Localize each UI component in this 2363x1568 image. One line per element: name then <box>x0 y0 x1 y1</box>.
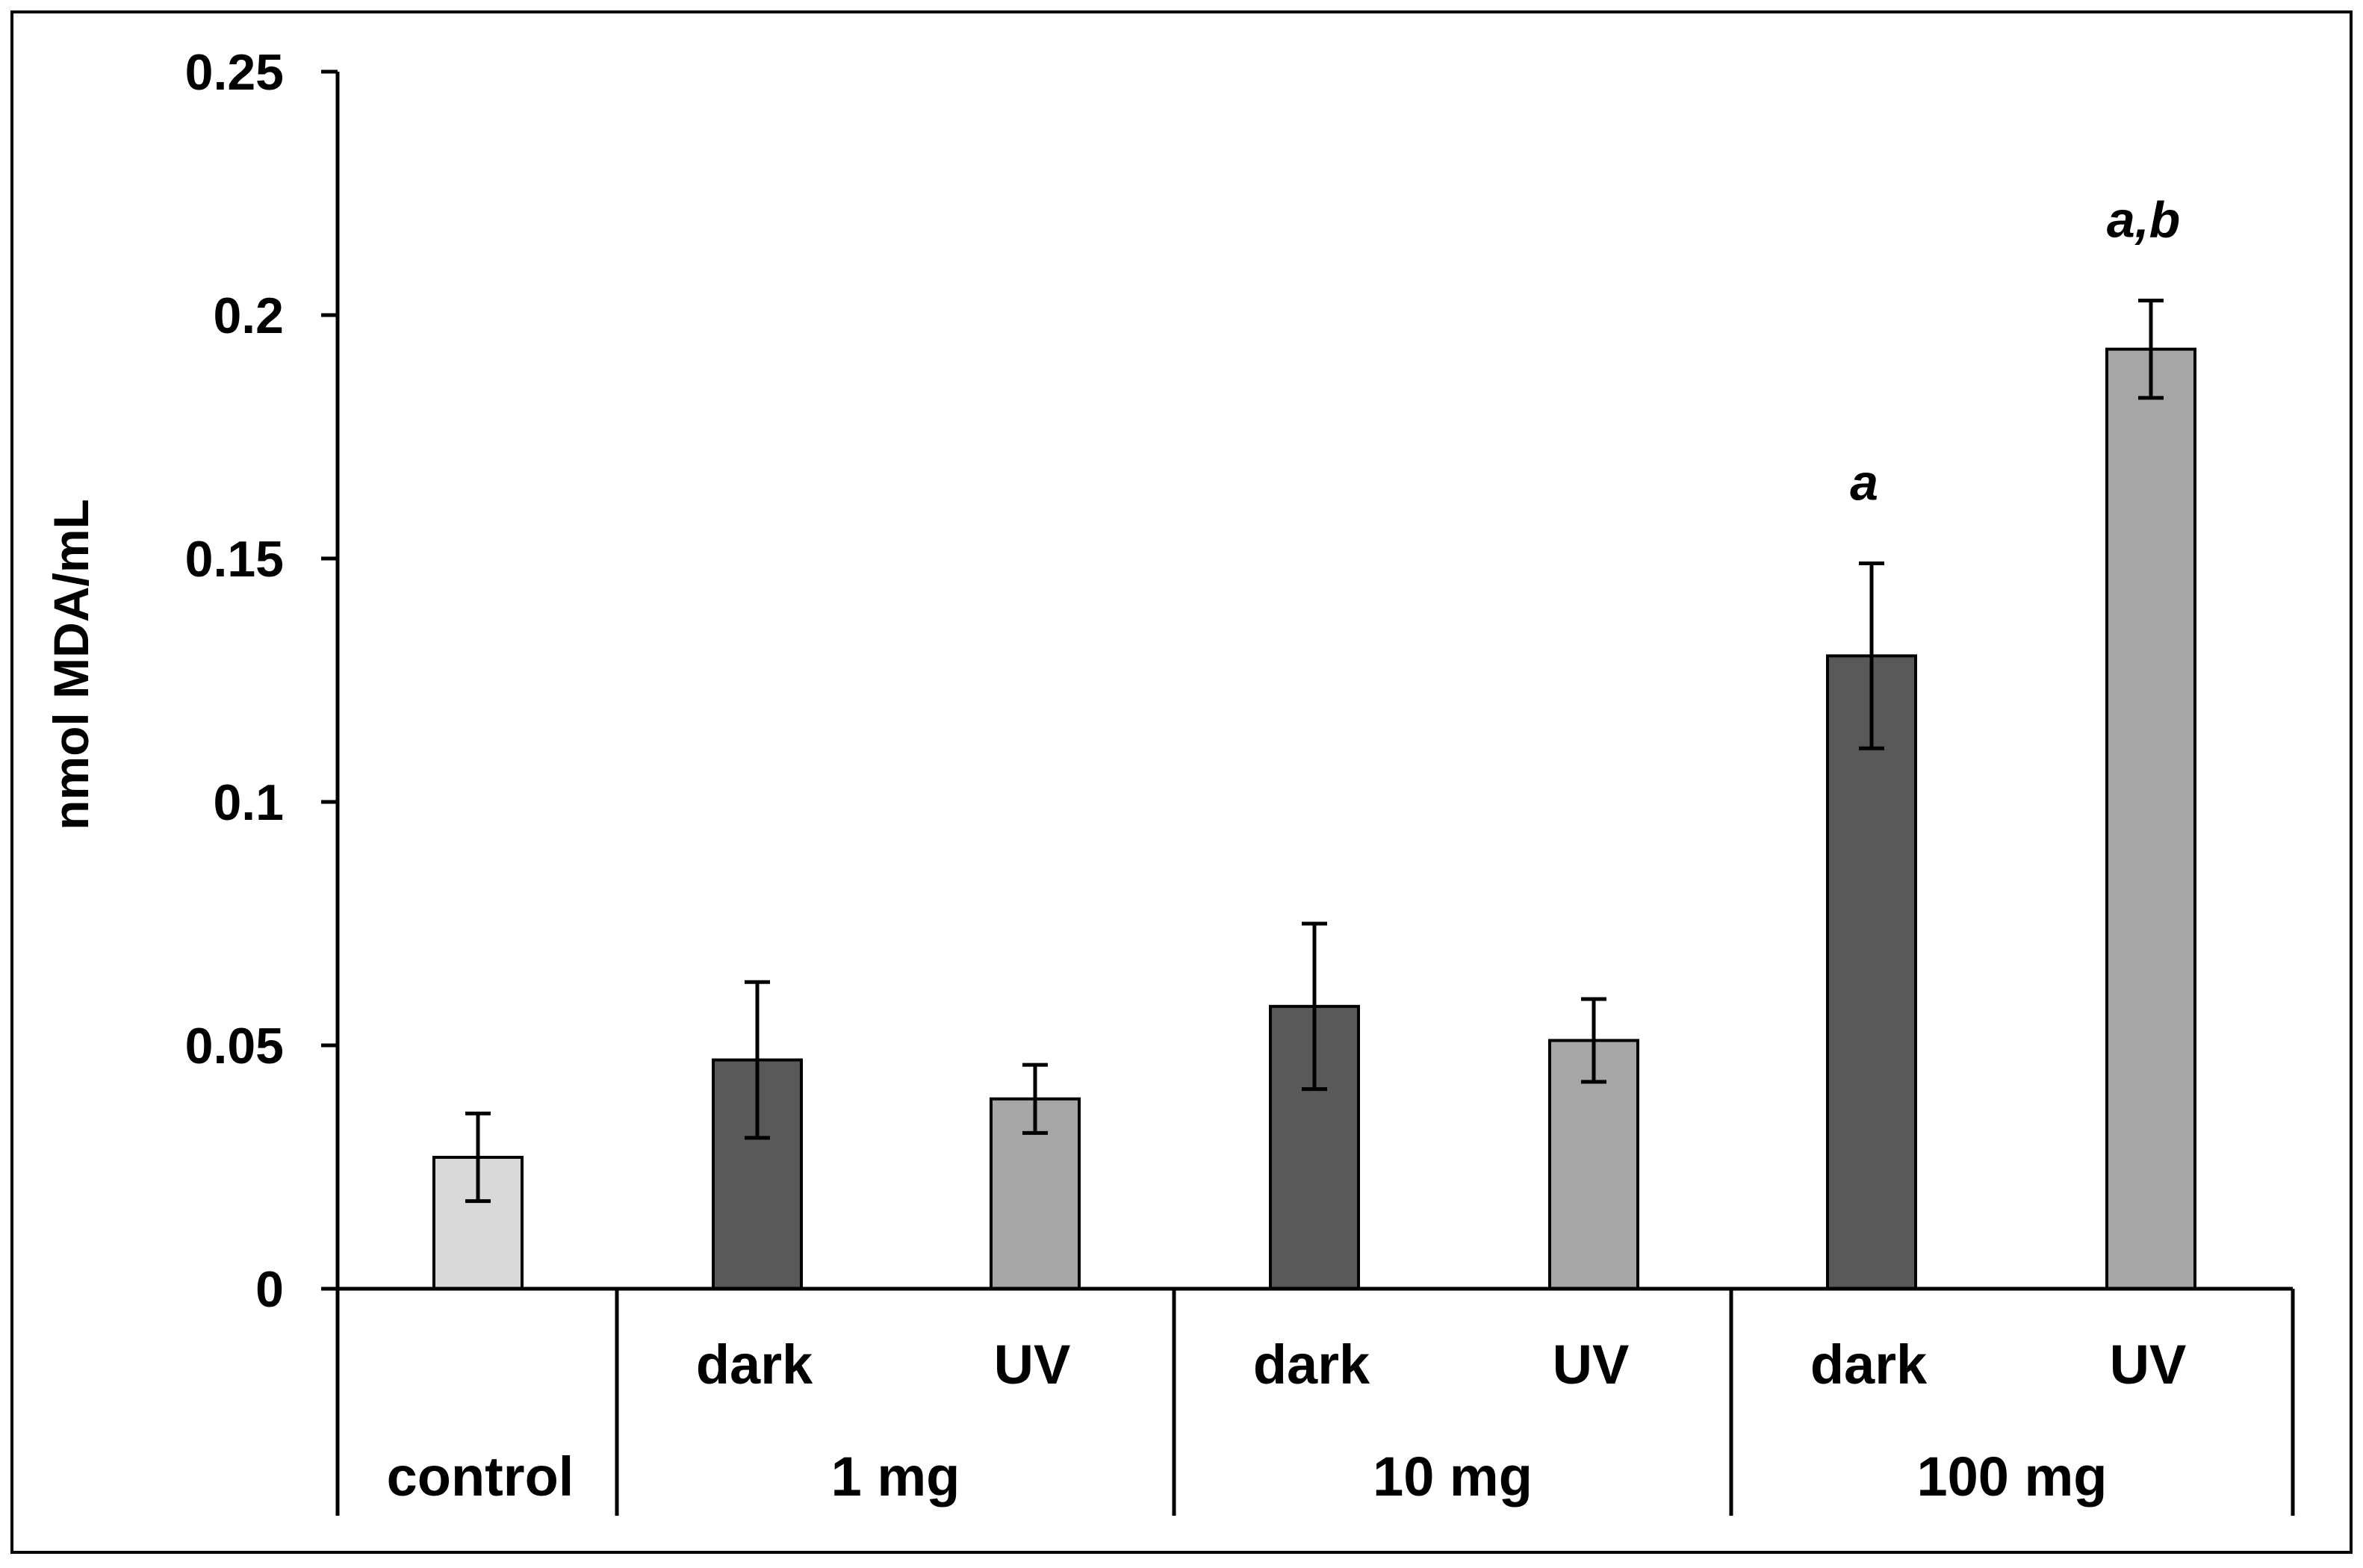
group-label: control <box>387 1446 574 1508</box>
y-tick-label: 0 <box>255 1261 284 1318</box>
condition-label: dark <box>1810 1334 1928 1396</box>
chart-frame <box>10 10 2353 1554</box>
y-axis-label: nmol MDA/mL <box>43 499 99 830</box>
significance-label: a <box>1850 455 1878 511</box>
group-label: 1 mg <box>831 1446 960 1508</box>
significance-annotations: a a,b <box>1850 191 2180 511</box>
y-tick-label: 0.2 <box>213 287 284 344</box>
y-tick-label: 0.15 <box>185 531 284 588</box>
condition-label: dark <box>1253 1334 1370 1396</box>
condition-label: UV <box>994 1334 1071 1396</box>
significance-label: a,b <box>2107 191 2180 248</box>
group-label: 100 mg <box>1916 1446 2107 1508</box>
y-tick-label: 0.25 <box>185 44 284 101</box>
group-label: 10 mg <box>1373 1446 1533 1508</box>
condition-label: dark <box>696 1334 813 1396</box>
y-axis: 0 0.05 0.1 0.15 0.2 0.25 <box>185 44 340 1318</box>
bar <box>2105 347 2196 1290</box>
y-tick-label: 0.1 <box>213 774 284 831</box>
condition-label: UV <box>2110 1334 2187 1396</box>
x-axis-category-table: dark UV dark UV dark UV control 1 mg 10 mg 100 mg <box>335 1287 2295 1516</box>
y-tick-label: 0.05 <box>185 1018 284 1074</box>
bar <box>1826 654 1917 1290</box>
error-bars <box>465 298 2164 1204</box>
condition-label: UV <box>1553 1334 1630 1396</box>
